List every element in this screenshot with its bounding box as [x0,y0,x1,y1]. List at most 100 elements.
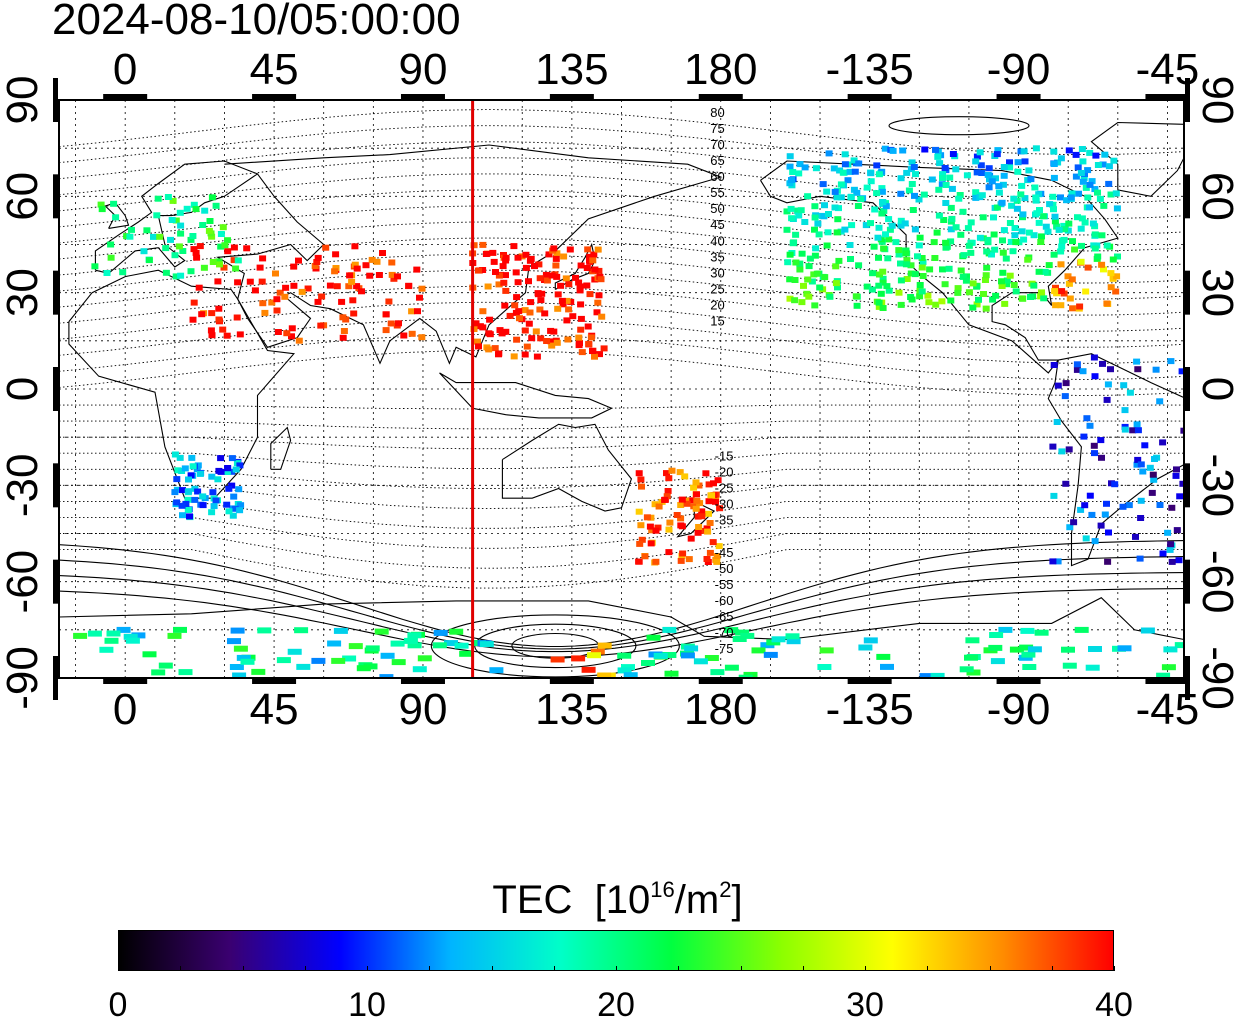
tec-cell [185,476,192,483]
tec-cell [351,243,359,250]
tec-cell [116,626,131,633]
colorbar-tick [367,966,368,971]
tec-cell [959,666,974,673]
contour-label: 55 [710,185,724,200]
magnetic-contours [59,109,1184,678]
tec-cell [390,275,398,282]
tec-cell [1040,295,1048,302]
tec-cell [947,226,955,233]
tec-cell [911,271,919,278]
tec-cell [234,279,242,286]
tec-cell [225,508,233,515]
tec-cell [106,630,121,637]
contour-label: 45 [710,217,724,232]
tec-cell [1075,190,1082,197]
tec-data-cells [73,145,1184,678]
tec-cell [1091,373,1099,380]
tec-cell [290,263,298,270]
tec-cell [214,278,222,285]
tec-cell [833,229,841,236]
tec-cell [1101,511,1109,518]
tec-cell [1146,464,1154,471]
x-tick-label-bottom: 45 [250,685,299,734]
tec-cell [982,305,990,312]
tec-cell [1051,218,1059,225]
tec-cell [1079,368,1087,375]
tec-cell [1066,295,1074,302]
tec-cell [1103,396,1111,403]
tec-cell [158,662,173,669]
tec-cell [510,243,518,250]
tec-cell [489,667,504,674]
tec-cell [999,249,1007,256]
tec-cell [940,217,948,223]
tec-cell [811,226,818,233]
tec-cell [236,331,244,338]
contour-label: 60 [710,169,724,184]
tec-cell [984,171,992,178]
tec-cell [479,308,487,315]
tec-cell [844,177,852,184]
tec-cell [1107,284,1115,291]
tec-cell [230,493,238,500]
tec-cell [1112,288,1120,295]
tec-cell [638,483,645,490]
tec-cell [706,549,714,556]
tec-cell [867,170,875,177]
tec-cell [947,204,955,211]
tec-cell [665,526,673,533]
contour-line [59,221,1184,268]
tec-cell [800,282,807,289]
tec-cell [932,146,939,153]
tec-cell [345,283,353,290]
tec-cell [268,299,276,306]
colorbar-title: TEC [1016/m2] [492,877,743,922]
tec-cell [1151,456,1158,462]
tec-cell [716,505,724,512]
tec-cell [1006,159,1013,166]
tec-cell [969,280,977,287]
tec-cell [1174,642,1184,649]
tec-cell [812,165,820,172]
tec-cell [813,270,821,277]
tec-cell [550,328,558,335]
tec-cell [973,153,981,160]
tec-cell [852,293,860,300]
tec-cell [1068,276,1076,283]
tec-cell [1037,239,1045,245]
tec-cell [1070,519,1078,526]
tec-cell [789,240,797,247]
tec-cell [189,316,197,323]
axis-bar [252,94,297,99]
tec-cell [877,290,885,297]
colorbar [118,930,1114,971]
tec-cell [964,654,978,661]
tec-cell [589,348,596,354]
y-tick-label-right: -60 [1193,550,1235,614]
tec-cell [228,455,236,462]
tec-cell [1032,194,1040,201]
tec-cell [1121,407,1129,414]
tec-cell [583,265,591,271]
contour-line [59,301,1184,348]
tec-cell [819,181,827,188]
tec-cell [1068,190,1076,197]
tec-cell [1090,442,1098,449]
contour-label: -35 [715,513,734,528]
tec-cell [841,226,849,233]
axis-bar [698,679,743,684]
tec-cell [921,146,929,153]
tec-cell [1082,184,1090,191]
tec-cell [1031,184,1039,191]
tec-cell [878,210,886,217]
tec-cell [516,315,523,322]
tec-cell [663,470,670,477]
tec-cell [857,196,865,203]
tec-cell [875,224,883,231]
tec-cell [916,234,924,241]
tec-cell [837,228,845,235]
tec-cell [882,203,890,210]
tec-cell [647,540,655,547]
tec-cell [179,487,186,494]
tec-cell [925,299,933,306]
